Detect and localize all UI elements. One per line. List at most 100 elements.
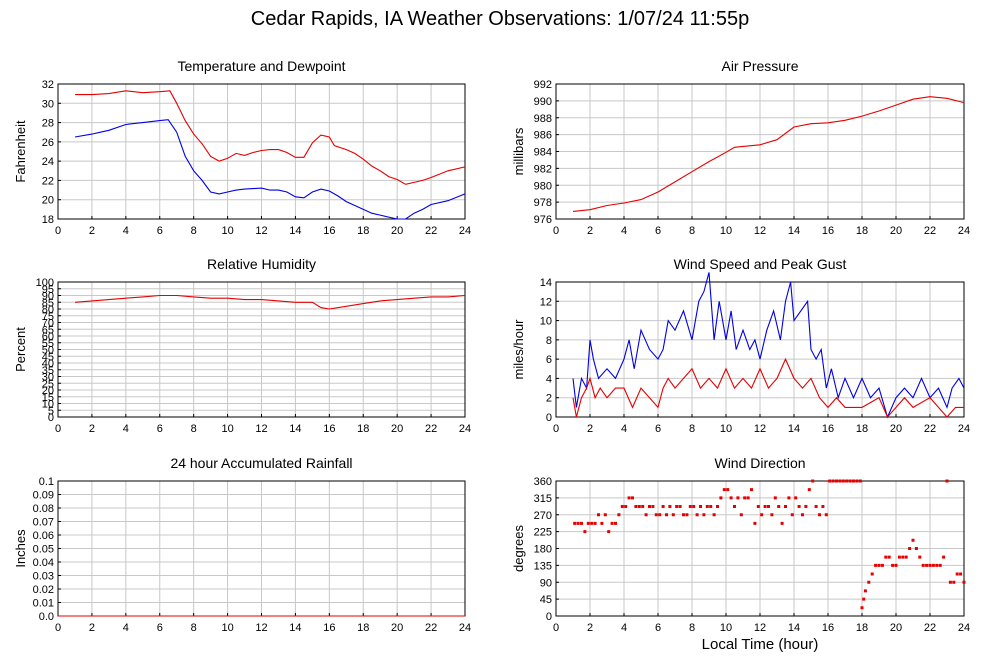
data-point (699, 505, 702, 508)
data-point (668, 505, 672, 508)
x-tick-label: 8 (191, 225, 197, 237)
data-point (959, 572, 963, 576)
x-tick-label: 14 (289, 622, 301, 634)
data-point (841, 479, 845, 483)
y-tick-label: 978 (534, 197, 552, 209)
x-tick-label: 6 (157, 622, 163, 634)
y-tick-label: 225 (534, 527, 552, 539)
x-tick-label: 24 (958, 423, 970, 435)
page-title: Cedar Rapids, IA Weather Observations: 1… (250, 8, 750, 30)
x-tick-label: 12 (255, 423, 267, 435)
data-point (586, 521, 590, 525)
data-point (884, 555, 888, 559)
data-point (945, 479, 949, 483)
data-point (935, 563, 939, 567)
data-point (614, 521, 617, 525)
x-tick-label: 14 (289, 423, 301, 435)
x-tick-label: 8 (689, 423, 695, 435)
data-point (627, 496, 631, 500)
data-point (634, 505, 638, 508)
data-point (658, 513, 662, 517)
y-axis-label: degrees (511, 525, 526, 572)
series-line (74, 119, 466, 220)
y-tick-label: 0 (546, 611, 552, 623)
x-tick-label: 6 (655, 423, 661, 435)
data-point (901, 555, 905, 559)
y-tick-label: 90 (42, 291, 54, 303)
y-tick-label: 270 (534, 510, 552, 522)
series-line (74, 294, 466, 310)
data-point (763, 505, 767, 508)
x-tick-label: 24 (459, 225, 471, 237)
y-tick-label: 35 (42, 365, 54, 377)
y-tick-label: 0.0 (39, 611, 54, 623)
y-tick-label: 986 (534, 130, 552, 142)
series-line (572, 96, 965, 212)
y-tick-label: 992 (534, 79, 552, 91)
data-point (863, 589, 867, 593)
y-tick-label: 984 (534, 147, 552, 159)
x-tick-label: 4 (621, 423, 627, 435)
data-point (914, 547, 918, 550)
y-tick-label: 0.1 (39, 476, 54, 488)
data-point (753, 521, 757, 525)
y-axis-label: millibars (511, 127, 526, 175)
y-tick-label: 988 (534, 113, 552, 125)
data-point (576, 521, 580, 525)
x-tick-label: 0 (553, 423, 559, 435)
x-tick-label: 6 (655, 622, 661, 634)
data-point (784, 505, 787, 508)
data-point (955, 572, 959, 576)
chart-title: Temperature and Dewpoint (177, 58, 345, 74)
data-point (695, 513, 699, 517)
data-point (862, 597, 866, 601)
data-point (867, 580, 871, 584)
x-tick-label: 24 (958, 225, 970, 237)
data-point (804, 505, 808, 508)
data-point (607, 530, 611, 534)
data-point (600, 521, 604, 525)
series-line (75, 90, 466, 185)
x-tick-label: 0 (553, 622, 559, 634)
data-point (702, 513, 706, 517)
y-tick-label: 0.05 (33, 544, 54, 556)
data-point (580, 521, 583, 525)
y-tick-label: 0.07 (33, 517, 54, 529)
data-point (597, 513, 600, 517)
data-point (797, 505, 801, 508)
x-tick-label: 20 (890, 225, 902, 237)
data-point (705, 505, 709, 508)
y-tick-label: 2 (546, 393, 552, 405)
y-tick-label: 4 (546, 373, 552, 385)
y-tick-label: 80 (42, 304, 54, 316)
y-tick-label: 100 (36, 277, 54, 289)
x-tick-label: 8 (191, 622, 197, 634)
data-point (814, 505, 818, 508)
x-tick-label: 2 (587, 225, 593, 237)
y-tick-label: 982 (534, 163, 552, 175)
data-point (716, 505, 719, 508)
data-point (719, 496, 723, 500)
y-tick-label: 45 (540, 594, 552, 606)
y-tick-label: 0.04 (33, 557, 54, 569)
x-tick-label: 0 (55, 225, 61, 237)
x-tick-label: 20 (890, 423, 902, 435)
data-point (835, 479, 838, 483)
data-point (870, 572, 874, 576)
x-tick-label: 18 (357, 423, 369, 435)
y-tick-label: 8 (546, 335, 552, 347)
x-tick-label: 18 (856, 622, 868, 634)
data-point (654, 513, 658, 517)
data-point (777, 505, 781, 508)
x-tick-label: 4 (621, 622, 627, 634)
data-point (743, 496, 747, 500)
data-point (692, 505, 696, 508)
y-tick-label: 0.01 (33, 598, 54, 610)
data-point (874, 563, 878, 567)
data-point (675, 505, 679, 508)
x-tick-label: 4 (123, 622, 129, 634)
